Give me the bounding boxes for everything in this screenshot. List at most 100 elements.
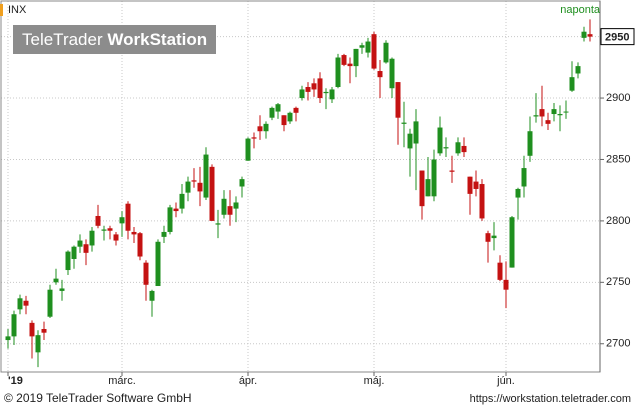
candle-body xyxy=(377,71,383,78)
candle-body xyxy=(317,78,323,99)
candles xyxy=(5,19,593,368)
last-price: 2950 xyxy=(605,32,629,44)
x-tick-label: márc. xyxy=(108,375,136,387)
candle-body xyxy=(65,251,71,271)
candle-body xyxy=(5,336,11,341)
candle-body xyxy=(389,58,395,89)
candle-body xyxy=(83,244,89,253)
candle-body xyxy=(95,215,101,226)
candle-body xyxy=(119,217,125,224)
candle-body xyxy=(395,82,401,118)
x-tick-label: '19 xyxy=(8,375,23,387)
candle-body xyxy=(491,235,497,239)
candle-body xyxy=(161,231,167,237)
candle-body xyxy=(407,133,413,149)
candle-body xyxy=(557,114,563,116)
candle-body xyxy=(431,159,437,197)
candle-body xyxy=(101,229,107,231)
candle-body xyxy=(125,203,131,231)
symbol-marker xyxy=(0,4,3,16)
candle-body xyxy=(551,109,557,115)
candle-body xyxy=(113,234,119,241)
candle-body xyxy=(341,55,347,65)
candle-body xyxy=(245,138,251,161)
candle-body xyxy=(29,322,35,337)
x-tick-label: máj. xyxy=(364,375,385,387)
candle-body xyxy=(485,233,491,242)
candle-body xyxy=(89,230,95,246)
candle-body xyxy=(497,262,503,280)
candle-body xyxy=(521,168,527,187)
candle-body xyxy=(323,91,329,94)
candle-body xyxy=(197,182,203,192)
y-tick-label: 2700 xyxy=(606,338,630,350)
candle-body xyxy=(173,208,179,212)
candle-body xyxy=(203,154,209,198)
candle-body xyxy=(527,131,533,156)
candle-body xyxy=(401,122,407,124)
candle-body xyxy=(221,198,227,215)
candle-body xyxy=(185,181,191,193)
candle-body xyxy=(581,31,587,38)
candle-body xyxy=(77,240,83,247)
candle-body xyxy=(251,137,257,139)
candle-body xyxy=(17,298,23,310)
candle-body xyxy=(215,223,221,225)
candle-body xyxy=(473,181,479,189)
candle-body xyxy=(107,228,113,231)
candle-body xyxy=(449,170,455,172)
candle-body xyxy=(563,111,569,113)
candle-body xyxy=(509,217,515,268)
last-price-box xyxy=(600,28,635,46)
logo-part: WorkStation xyxy=(107,30,207,49)
candle-body xyxy=(281,115,287,126)
candle-body xyxy=(545,120,551,124)
candle-body xyxy=(167,207,173,232)
candle-body xyxy=(263,123,269,132)
candle-body xyxy=(419,170,425,207)
candle-body xyxy=(299,89,305,99)
candle-body xyxy=(59,288,65,291)
candle-body xyxy=(11,314,17,337)
candle-body xyxy=(311,83,317,90)
x-tick-label: jún. xyxy=(496,375,515,387)
symbol: INX xyxy=(8,4,27,16)
candle-body xyxy=(539,109,545,117)
candle-body xyxy=(269,107,275,118)
candle-body xyxy=(305,86,311,92)
footer-right: https://workstation.teletrader.com xyxy=(470,393,631,405)
x-tick-label: ápr. xyxy=(239,375,257,387)
y-tick-label: 2800 xyxy=(606,215,630,227)
candle-body xyxy=(455,142,461,154)
interval: naponta xyxy=(560,4,601,16)
candle-body xyxy=(335,57,341,87)
candle-body xyxy=(533,115,539,117)
candle-body xyxy=(515,188,521,198)
candle-body xyxy=(227,206,233,215)
candle-body xyxy=(443,147,449,149)
candle-body xyxy=(371,34,377,69)
candle-body xyxy=(287,112,293,122)
candle-body xyxy=(275,104,281,112)
candle-body xyxy=(71,246,77,259)
candle-body xyxy=(329,89,335,100)
footer-left: © 2019 TeleTrader Software GmbH xyxy=(4,391,192,405)
candle-body xyxy=(233,202,239,209)
candle-body xyxy=(353,48,359,67)
candle-body xyxy=(35,335,41,353)
candle-body xyxy=(239,179,245,187)
candle-body xyxy=(293,107,299,113)
y-tick-label: 2750 xyxy=(606,276,630,288)
logo-part: TeleTrader xyxy=(22,30,103,49)
candle-body xyxy=(179,193,185,209)
candle-body xyxy=(23,300,29,306)
candle-body xyxy=(575,66,581,74)
y-tick-label: 2850 xyxy=(606,153,630,165)
candle-body xyxy=(359,45,365,48)
candle-body xyxy=(137,233,143,257)
candle-body xyxy=(41,329,47,333)
candle-body xyxy=(461,145,467,153)
candle-body xyxy=(143,262,149,285)
